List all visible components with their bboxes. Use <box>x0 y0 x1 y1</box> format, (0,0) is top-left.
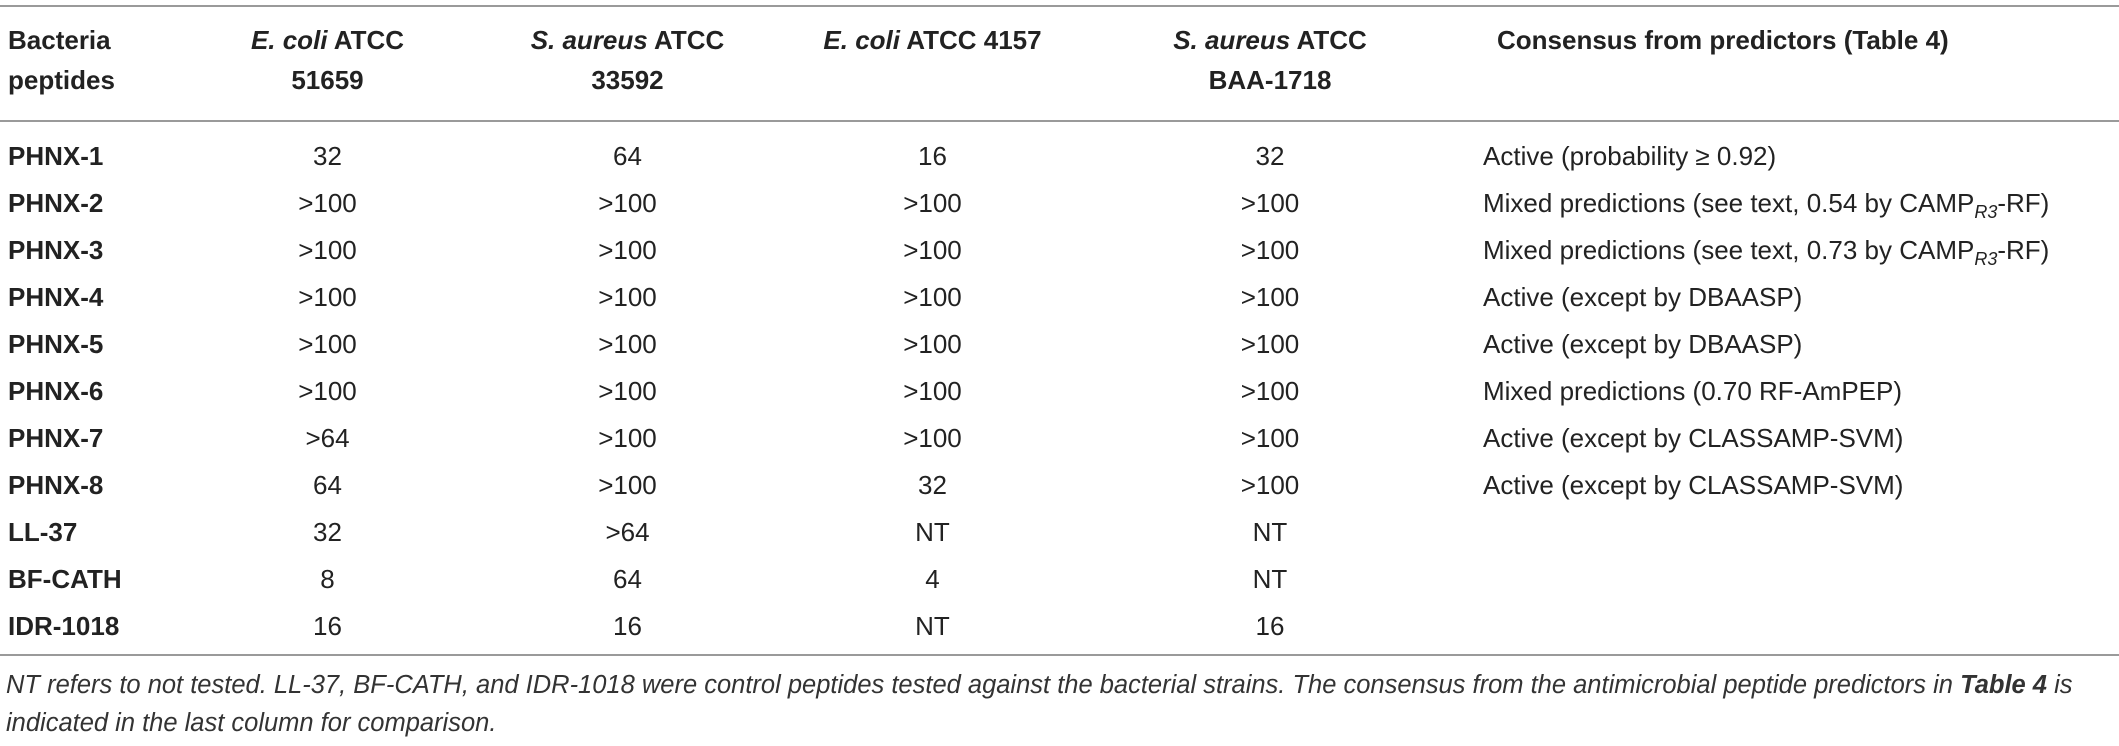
row-value: 16 <box>313 610 342 641</box>
row-peptide-name: PHNX-6 <box>8 375 104 406</box>
table-row: PHNX-3 >100 >100 >100 >100 Mixed predict… <box>0 226 2119 273</box>
row-value: >100 <box>298 234 357 265</box>
row-value: >100 <box>903 422 962 453</box>
row-consensus: Mixed predictions (0.70 RF-AmPEP) <box>1483 375 1903 406</box>
table-footnote: NT refers to not tested. LL-37, BF-CATH,… <box>6 671 2073 737</box>
table-bottom-rule <box>0 654 2119 656</box>
row-value: 64 <box>313 469 342 500</box>
row-peptide-name: PHNX-1 <box>8 140 104 171</box>
row-value: 4 <box>925 563 940 594</box>
row-value: NT <box>1252 563 1288 594</box>
row-value: >100 <box>1240 375 1300 406</box>
row-value: >100 <box>598 469 657 500</box>
row-peptide-name: PHNX-3 <box>8 234 104 265</box>
row-value: >100 <box>298 328 357 359</box>
row-peptide-name: BF-CATH <box>8 563 122 594</box>
table-row: LL-37 32 >64 NT NT <box>0 508 2119 555</box>
row-consensus: Active (except by CLASSAMP-SVM) <box>1483 469 1904 500</box>
row-value: 32 <box>1255 140 1285 171</box>
row-value: >64 <box>605 516 650 547</box>
row-value: 64 <box>613 563 642 594</box>
row-value: 16 <box>1255 610 1285 641</box>
row-value: >100 <box>598 234 657 265</box>
row-peptide-name: PHNX-5 <box>8 328 104 359</box>
table-4-reference: Table 4 <box>1960 671 2047 699</box>
row-value: >100 <box>598 422 657 453</box>
table-row: PHNX-5 >100 >100 >100 >100 Active (excep… <box>0 320 2119 367</box>
row-consensus <box>1475 602 2119 649</box>
mic-table: Bacteria peptides E. coli ATCC 51659 S. a… <box>0 8 2119 649</box>
row-value: >100 <box>1240 187 1300 218</box>
header-peptides: Bacteria peptides <box>8 25 115 95</box>
row-consensus <box>1475 555 2119 602</box>
header-saureus-33592: S. aureus ATCC 33592 <box>530 25 725 95</box>
row-consensus: Mixed predictions (see text, 0.73 by CAM… <box>1483 234 2050 269</box>
row-peptide-name: PHNX-2 <box>8 187 104 218</box>
row-value: 64 <box>613 140 642 171</box>
row-value: >100 <box>298 187 357 218</box>
row-peptide-name: PHNX-8 <box>8 469 104 500</box>
row-value: 16 <box>918 140 947 171</box>
row-value: >100 <box>1240 469 1300 500</box>
table-row: IDR-1018 16 16 NT 16 <box>0 602 2119 649</box>
row-value: >100 <box>903 234 962 265</box>
row-consensus: Active (probability ≥ 0.92) <box>1483 140 1777 171</box>
table-row: PHNX-1 32 64 16 32 Active (probability ≥… <box>0 132 2119 179</box>
table-header-rule <box>0 120 2119 122</box>
table-row: PHNX-7 >64 >100 >100 >100 Active (except… <box>0 414 2119 461</box>
table-header-row: Bacteria peptides E. coli ATCC 51659 S. a… <box>0 8 2119 132</box>
row-value: 32 <box>918 469 947 500</box>
row-peptide-name: PHNX-7 <box>8 422 104 453</box>
row-consensus: Active (except by DBAASP) <box>1483 328 1803 359</box>
row-value: NT <box>915 516 950 547</box>
row-value: >100 <box>598 328 657 359</box>
row-value: NT <box>1252 516 1288 547</box>
table-top-rule <box>0 5 2119 7</box>
row-value: >100 <box>1240 234 1300 265</box>
row-consensus: Mixed predictions (see text, 0.54 by CAM… <box>1483 187 2050 222</box>
row-value: >64 <box>305 422 350 453</box>
row-value: >100 <box>1240 422 1300 453</box>
row-value: >100 <box>903 187 962 218</box>
row-value: >100 <box>298 281 357 312</box>
header-consensus: Consensus from predictors (Table 4) <box>1497 25 1949 55</box>
row-consensus: Active (except by CLASSAMP-SVM) <box>1483 422 1904 453</box>
table-row: PHNX-6 >100 >100 >100 >100 Mixed predict… <box>0 367 2119 414</box>
header-ecoli-51659: E. coli ATCC 51659 <box>250 25 405 95</box>
row-consensus <box>1475 508 2119 555</box>
row-value: >100 <box>1240 281 1300 312</box>
row-value: >100 <box>298 375 357 406</box>
row-peptide-name: PHNX-4 <box>8 281 104 312</box>
row-value: >100 <box>903 375 962 406</box>
row-value: >100 <box>598 375 657 406</box>
header-saureus-baa1718: S. aureus ATCC BAA-1718 <box>1173 25 1367 95</box>
row-value: >100 <box>598 281 657 312</box>
row-value: 32 <box>313 516 342 547</box>
table-row: PHNX-4 >100 >100 >100 >100 Active (excep… <box>0 273 2119 320</box>
row-value: >100 <box>598 187 657 218</box>
row-value: >100 <box>903 281 962 312</box>
row-consensus: Active (except by DBAASP) <box>1483 281 1803 312</box>
header-ecoli-4157: E. coli ATCC 4157 <box>823 25 1042 55</box>
row-value: 32 <box>313 140 342 171</box>
table-row: PHNX-2 >100 >100 >100 >100 Mixed predict… <box>0 179 2119 226</box>
row-peptide-name: IDR-1018 <box>8 610 120 641</box>
row-value: 16 <box>613 610 642 641</box>
row-value: >100 <box>1240 328 1300 359</box>
row-value: >100 <box>903 328 962 359</box>
row-value: NT <box>915 610 950 641</box>
row-value: 8 <box>320 563 335 594</box>
table-row: PHNX-8 64 >100 32 >100 Active (except by… <box>0 461 2119 508</box>
row-peptide-name: LL-37 <box>8 516 78 547</box>
table-row: BF-CATH 8 64 4 NT <box>0 555 2119 602</box>
